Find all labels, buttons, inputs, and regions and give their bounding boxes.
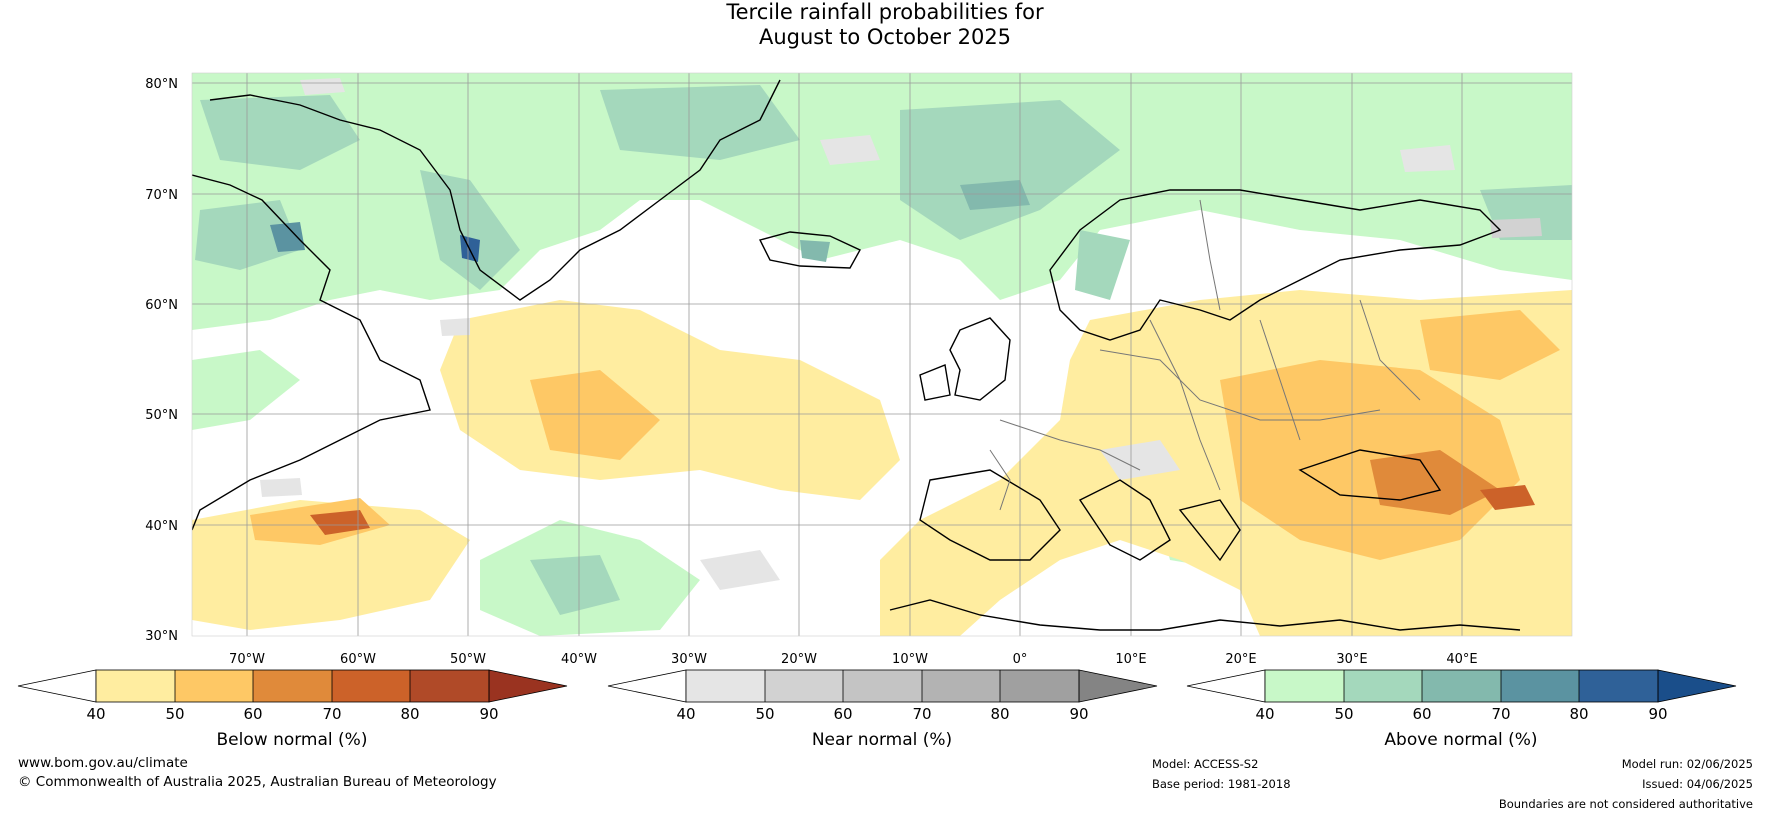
- colorbar-tick: 50: [165, 705, 184, 723]
- footer-disclaimer: Boundaries are not considered authoritat…: [1498, 797, 1753, 811]
- colorbar-extend-low: [607, 669, 687, 703]
- colorbar-swatch: [1000, 670, 1079, 702]
- colorbar-tick: 80: [990, 705, 1009, 723]
- lat-label: 50°N: [145, 408, 178, 423]
- footer-model-run: Model run: 02/06/2025: [1621, 757, 1753, 771]
- colorbar-label: Above normal (%): [1384, 730, 1537, 750]
- lon-label: 30°E: [1336, 652, 1367, 667]
- map-frame: [191, 72, 1573, 637]
- lon-label: 10°W: [892, 652, 928, 667]
- colorbar-tick: 50: [1334, 705, 1353, 723]
- colorbar-near-normal: 40 50 60 70 80 90 Near normal (%): [607, 669, 1158, 750]
- lon-label: 20°E: [1225, 652, 1256, 667]
- colorbar-tick: 40: [676, 705, 695, 723]
- colorbar-tick: 60: [243, 705, 262, 723]
- colorbar-swatch: [332, 670, 410, 702]
- lat-label: 60°N: [145, 298, 178, 313]
- colorbar-swatch: [686, 670, 765, 702]
- colorbar-extend-low: [17, 669, 97, 703]
- lon-label: 70°W: [229, 652, 265, 667]
- footer-base-period: Base period: 1981-2018: [1152, 777, 1291, 791]
- map-gridlines: [192, 73, 1572, 636]
- lon-label: 20°W: [781, 652, 817, 667]
- colorbar-tick: 90: [1648, 705, 1667, 723]
- footer-copyright: © Commonwealth of Australia 2025, Austra…: [18, 774, 497, 790]
- title-line-1: Tercile rainfall probabilities for: [726, 0, 1044, 24]
- footer-issued: Issued: 04/06/2025: [1642, 777, 1753, 791]
- colorbar-extend-high: [1657, 669, 1737, 703]
- colorbar-swatch: [765, 670, 843, 702]
- colorbar-swatch: [1265, 670, 1344, 702]
- title-line-2: August to October 2025: [758, 25, 1012, 49]
- colorbar-swatch: [1501, 670, 1579, 702]
- colorbar-tick: 60: [1412, 705, 1431, 723]
- colorbar-swatch: [1344, 670, 1422, 702]
- colorbar-tick: 90: [1069, 705, 1088, 723]
- colorbar-tick: 40: [86, 705, 105, 723]
- colorbar-extend-high: [488, 669, 568, 703]
- colorbar-tick: 70: [912, 705, 931, 723]
- lon-label: 40°E: [1446, 652, 1477, 667]
- colorbar-tick: 60: [833, 705, 852, 723]
- footer-model: Model: ACCESS-S2: [1152, 757, 1259, 771]
- colorbar-above-normal: 40 50 60 70 80 90 Above normal (%): [1186, 669, 1737, 750]
- lon-label: 50°W: [450, 652, 486, 667]
- latitude-labels: 80°N 70°N 60°N 50°N 40°N 30°N: [145, 77, 178, 644]
- lon-label: 0°: [1013, 652, 1028, 667]
- lon-label: 40°W: [561, 652, 597, 667]
- lat-label: 30°N: [145, 629, 178, 644]
- lat-label: 40°N: [145, 519, 178, 534]
- probability-shading: [192, 73, 1572, 636]
- colorbar-swatch: [410, 670, 489, 702]
- colorbar-swatch: [843, 670, 922, 702]
- colorbar-extend-high: [1078, 669, 1158, 703]
- lon-label: 10°E: [1115, 652, 1146, 667]
- map-title: Tercile rainfall probabilities for Augus…: [0, 0, 1770, 50]
- colorbar-tick: 90: [479, 705, 498, 723]
- colorbar-swatch: [1422, 670, 1501, 702]
- colorbar-tick: 70: [322, 705, 341, 723]
- lon-label: 30°W: [671, 652, 707, 667]
- colorbar-swatch: [922, 670, 1000, 702]
- near-normal-areas: [260, 78, 1542, 590]
- coastlines: [192, 79, 1521, 631]
- colorbar-label: Near normal (%): [812, 730, 952, 750]
- colorbar-label: Below normal (%): [217, 730, 368, 750]
- footer-url[interactable]: www.bom.gov.au/climate: [18, 755, 188, 771]
- colorbar-swatch: [253, 670, 332, 702]
- country-borders: [989, 199, 1421, 511]
- colorbar-extend-low: [1186, 669, 1266, 703]
- map-panel: [192, 73, 1572, 636]
- colorbar-swatch: [1579, 670, 1658, 702]
- longitude-labels: 70°W 60°W 50°W 40°W 30°W 20°W 10°W 0° 10…: [229, 652, 1478, 667]
- colorbar-tick: 50: [755, 705, 774, 723]
- colorbar-tick: 40: [1255, 705, 1274, 723]
- colorbar-swatch: [175, 670, 253, 702]
- lon-label: 60°W: [340, 652, 376, 667]
- colorbar-swatch: [96, 670, 175, 702]
- lat-label: 70°N: [145, 188, 178, 203]
- colorbar-below-normal: 40 50 60 70 80 90 Below normal (%): [17, 669, 568, 750]
- colorbar-tick: 80: [400, 705, 419, 723]
- colorbar-tick: 70: [1491, 705, 1510, 723]
- below-normal-areas: [192, 290, 1572, 636]
- colorbar-tick: 80: [1569, 705, 1588, 723]
- lat-label: 80°N: [145, 77, 178, 92]
